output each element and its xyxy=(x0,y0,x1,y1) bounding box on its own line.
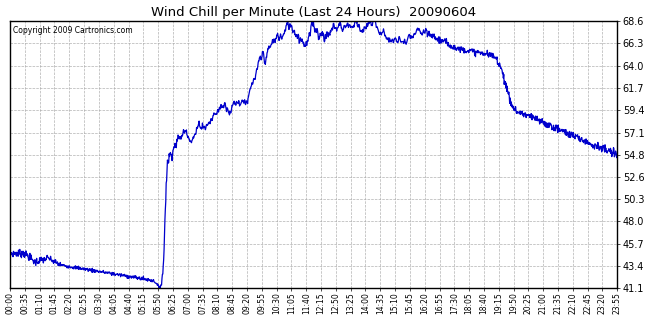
Text: Copyright 2009 Cartronics.com: Copyright 2009 Cartronics.com xyxy=(13,27,133,36)
Title: Wind Chill per Minute (Last 24 Hours)  20090604: Wind Chill per Minute (Last 24 Hours) 20… xyxy=(151,5,476,19)
